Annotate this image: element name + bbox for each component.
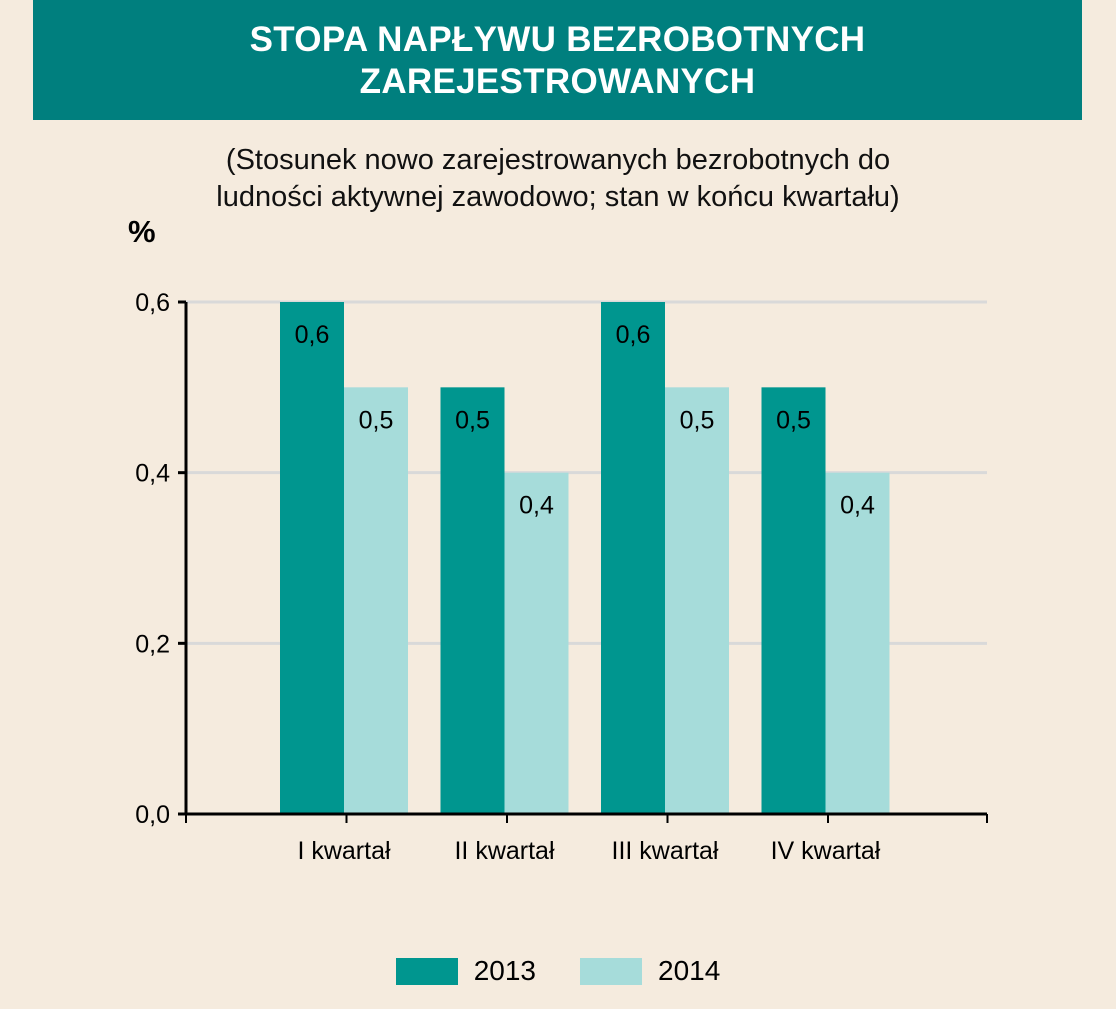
chart-title-band: STOPA NAPŁYWU BEZROBOTNYCH ZAREJESTROWAN… [33,0,1082,120]
chart-subtitle-line-2: ludności aktywnej zawodowo; stan w końcu… [216,181,900,213]
data-label: 0,4 [519,492,554,520]
bar-2013-2 [440,387,505,814]
bar-2014-1 [344,387,408,814]
data-label: 0,5 [680,406,715,434]
chart-subtitle: (Stosunek nowo zarejestrowanych bezrobot… [0,142,1116,216]
data-label: 0,6 [295,321,330,349]
x-tick-label: III kwartał [612,837,719,865]
legend-label-2014: 2014 [658,955,721,986]
legend-swatch-2014 [580,957,642,985]
data-label: 0,6 [616,321,651,349]
legend-item-2013: 2013 [395,955,536,987]
data-label: 0,5 [776,406,811,434]
y-tick-label: 0,0 [135,801,170,829]
data-label: 0,5 [359,406,394,434]
y-tick-label: 0,6 [135,289,170,317]
y-tick-label: 0,2 [135,630,170,658]
data-label: 0,5 [455,406,490,434]
chart-legend: 2013 2014 [0,955,1116,987]
x-tick-label: II kwartał [454,837,554,865]
y-axis-unit-label: % [128,214,156,249]
legend-swatch-2013 [395,957,458,985]
chart-title-line-1: STOPA NAPŁYWU BEZROBOTNYCH [249,20,866,59]
bar-2014-4 [825,472,890,814]
bar-2013-3 [601,302,665,814]
y-tick-label: 0,4 [135,460,170,488]
chart-subtitle-line-1: (Stosunek nowo zarejestrowanych bezrobot… [225,144,891,176]
legend-label-2013: 2013 [473,955,536,986]
x-tick-label: IV kwartał [771,837,881,865]
data-label: 0,4 [840,492,875,520]
bar-2014-2 [504,472,569,814]
bar-2013-1 [280,302,344,814]
x-tick-label: I kwartał [297,837,391,865]
bar-2013-4 [761,387,826,814]
bar-2014-3 [665,387,729,814]
chart-title-line-2: ZAREJESTROWANYCH [359,62,756,101]
legend-item-2014: 2014 [580,955,720,987]
